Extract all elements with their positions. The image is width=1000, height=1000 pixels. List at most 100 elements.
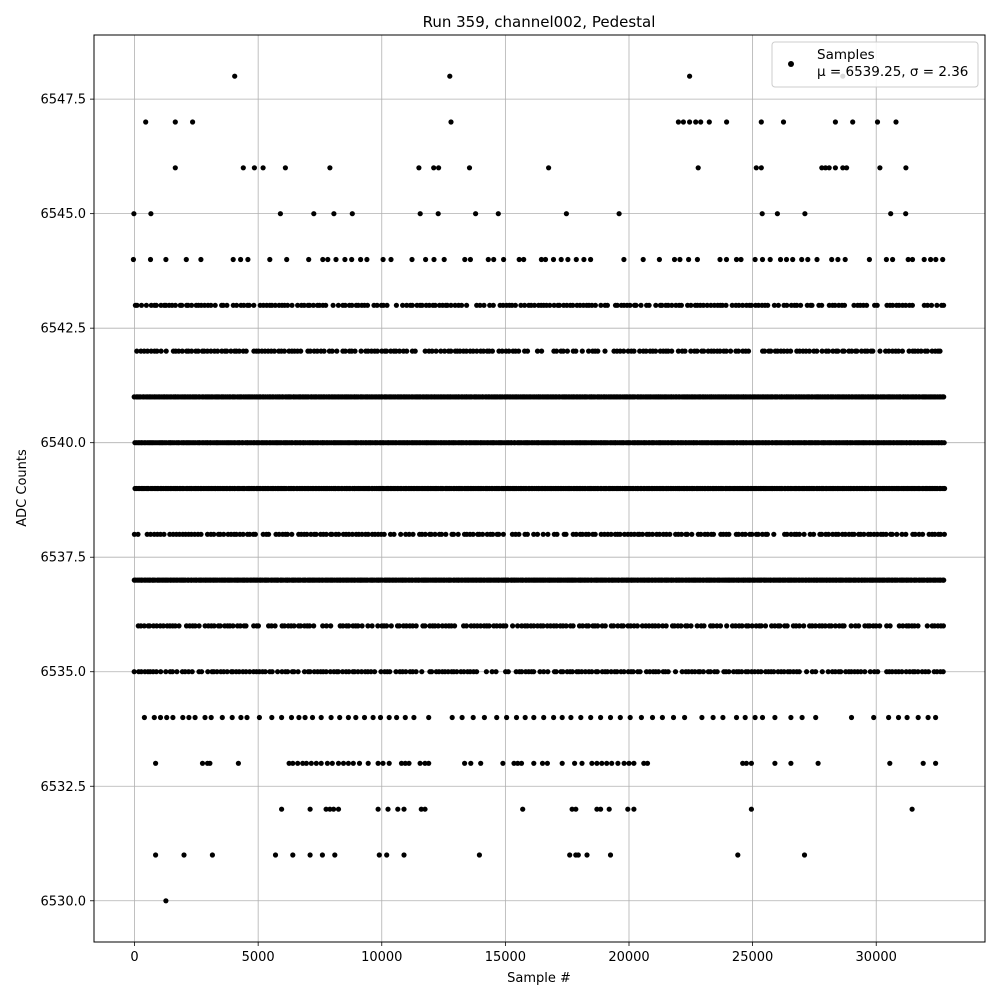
- data-point: [170, 714, 176, 721]
- data-point: [329, 760, 335, 766]
- data-point: [706, 119, 712, 125]
- data-point: [849, 348, 855, 354]
- data-point: [161, 531, 167, 537]
- legend-series-label: Samples: [817, 47, 875, 63]
- data-point: [710, 623, 716, 629]
- data-point: [752, 256, 758, 263]
- data-point: [217, 623, 223, 629]
- data-point: [311, 211, 317, 217]
- data-point: [733, 714, 740, 721]
- data-point: [742, 714, 748, 721]
- data-point: [534, 348, 541, 354]
- data-point: [556, 302, 563, 308]
- data-point: [359, 623, 365, 629]
- data-point: [867, 623, 873, 629]
- data-point: [220, 302, 226, 308]
- data-point: [941, 302, 947, 308]
- data-point: [403, 669, 409, 675]
- data-point: [335, 806, 342, 812]
- data-point: [541, 714, 547, 721]
- data-point: [459, 302, 465, 308]
- level-6539-points: [132, 485, 948, 492]
- data-point: [285, 302, 291, 308]
- data-point: [569, 806, 575, 812]
- data-point: [714, 669, 720, 675]
- data-point: [212, 302, 218, 308]
- data-point: [918, 348, 924, 354]
- data-point: [157, 714, 164, 721]
- data-point: [505, 669, 511, 675]
- data-point: [886, 348, 892, 354]
- data-point: [355, 623, 361, 629]
- data-point: [717, 348, 723, 354]
- data-point: [295, 760, 301, 766]
- data-point: [318, 714, 324, 721]
- data-point: [522, 302, 528, 308]
- data-point: [375, 760, 381, 766]
- data-point: [230, 256, 236, 263]
- data-point: [396, 348, 403, 354]
- data-point: [677, 256, 683, 263]
- data-point: [667, 531, 673, 537]
- data-point: [759, 256, 766, 263]
- data-point: [433, 348, 439, 354]
- data-point: [729, 302, 735, 308]
- plot-frame: [93, 34, 986, 943]
- data-point: [189, 669, 195, 675]
- data-point: [520, 806, 526, 812]
- data-point: [819, 165, 825, 171]
- data-point: [796, 669, 802, 675]
- data-point: [478, 623, 484, 629]
- data-point: [448, 302, 454, 308]
- data-point: [503, 623, 509, 629]
- data-point: [470, 348, 476, 354]
- data-point: [138, 302, 145, 308]
- data-point: [631, 348, 637, 354]
- data-point: [699, 714, 705, 721]
- data-point: [238, 714, 244, 721]
- data-point: [767, 256, 773, 263]
- data-point: [700, 302, 707, 308]
- data-point: [310, 302, 316, 308]
- data-point: [738, 256, 744, 263]
- data-point: [724, 119, 730, 125]
- data-point: [781, 669, 787, 675]
- data-point: [688, 302, 694, 308]
- data-point: [384, 852, 390, 858]
- data-point: [441, 256, 447, 263]
- data-point: [279, 806, 285, 812]
- data-point: [279, 714, 285, 721]
- data-point: [615, 623, 621, 629]
- data-point: [342, 348, 348, 354]
- data-point: [355, 669, 361, 675]
- data-point: [313, 531, 319, 537]
- data-point: [928, 302, 935, 308]
- data-point: [728, 348, 734, 354]
- data-point: [670, 714, 677, 721]
- data-point: [288, 714, 295, 721]
- data-point: [598, 302, 604, 308]
- data-point: [331, 806, 337, 812]
- data-point: [563, 531, 569, 537]
- data-point: [752, 714, 758, 721]
- data-point: [412, 348, 418, 354]
- data-point: [358, 348, 364, 354]
- y-tick-label: 6535.0: [41, 665, 87, 680]
- data-point: [429, 348, 435, 354]
- data-point: [546, 165, 552, 171]
- data-point: [575, 852, 581, 858]
- data-point: [617, 714, 623, 721]
- data-point: [723, 348, 729, 354]
- data-point: [418, 806, 424, 812]
- data-point: [609, 760, 615, 766]
- data-point: [402, 714, 408, 721]
- data-point: [537, 669, 543, 675]
- data-point: [710, 714, 716, 721]
- data-point: [211, 623, 217, 629]
- data-point: [195, 348, 201, 354]
- data-point: [380, 760, 386, 766]
- data-point: [579, 669, 585, 675]
- data-point: [720, 714, 726, 721]
- data-point: [307, 302, 313, 308]
- data-point: [374, 302, 380, 308]
